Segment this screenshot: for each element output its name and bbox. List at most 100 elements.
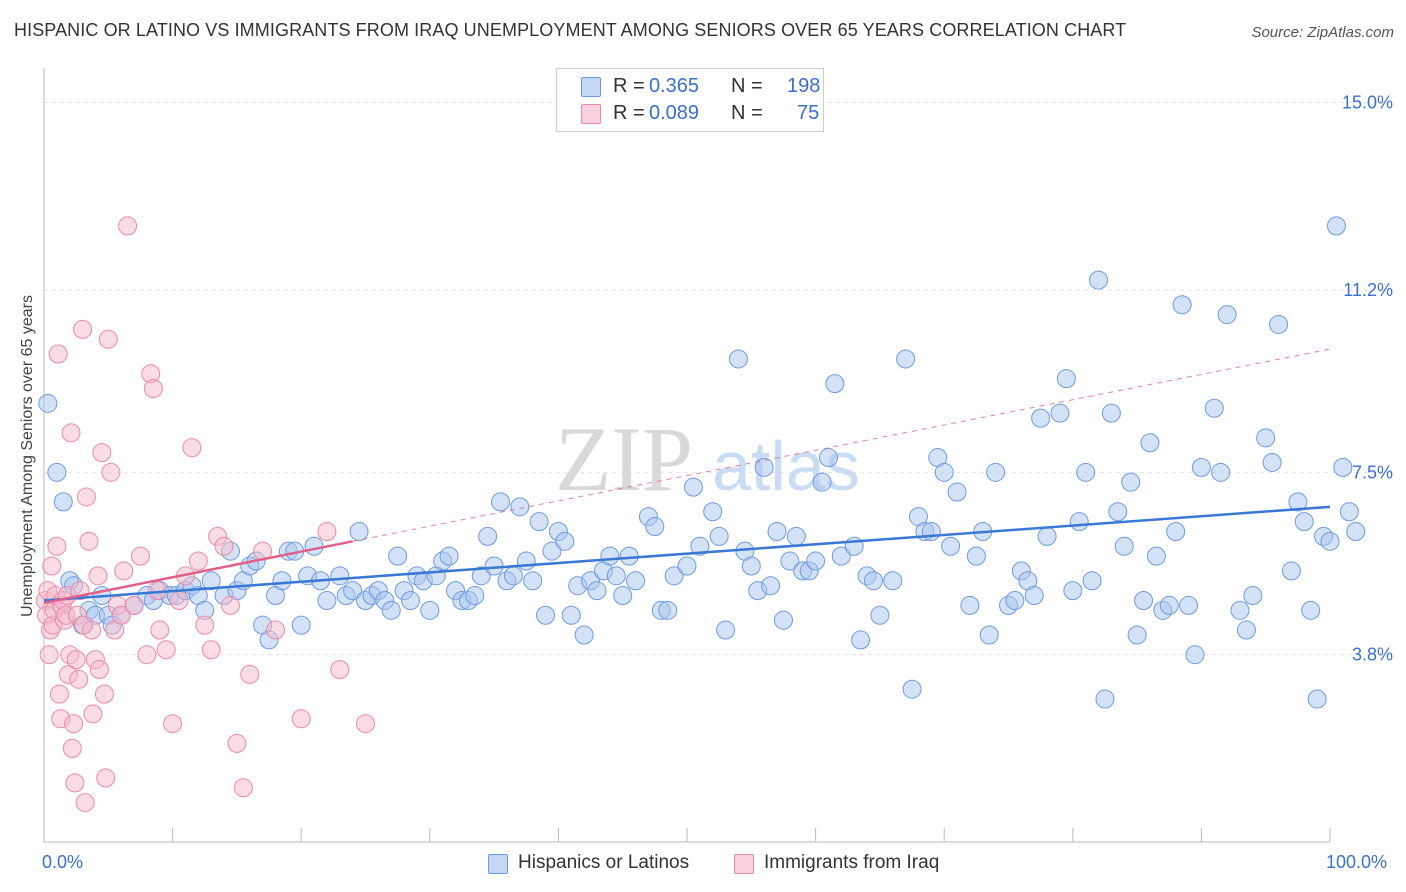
legend-swatch-iraq <box>581 104 601 124</box>
hispanics-point <box>1294 512 1314 532</box>
iraq-point <box>188 551 208 571</box>
watermark: ZIP atlas <box>555 408 860 510</box>
iraq-point <box>233 778 253 798</box>
iraq-point <box>98 329 118 349</box>
iraq-point <box>65 773 85 793</box>
hispanics-point <box>1281 561 1301 581</box>
iraq-point <box>111 605 131 625</box>
hispanics-point <box>1121 472 1141 492</box>
hispanics-point <box>516 551 536 571</box>
hispanics-point <box>1146 546 1166 566</box>
hispanics-point <box>1082 571 1102 591</box>
hispanics-point <box>1005 590 1025 610</box>
iraq-point <box>73 319 93 339</box>
hispanics-point <box>1211 462 1231 482</box>
iraq-point <box>79 531 99 551</box>
hispanics-point <box>709 526 729 546</box>
hispanics-point <box>349 521 369 541</box>
hispanics-point <box>1076 462 1096 482</box>
iraq-point <box>317 521 337 541</box>
hispanics-point <box>658 600 678 620</box>
legend-r-value: 0.365 <box>649 75 700 97</box>
hispanics-point <box>1346 521 1366 541</box>
hispanics-point <box>960 595 980 615</box>
hispanics-point <box>47 462 67 482</box>
iraq-point <box>156 640 176 660</box>
iraq-point <box>169 590 189 610</box>
iraq-point <box>227 733 247 753</box>
legend-n-value: 75 <box>797 102 820 124</box>
hispanics-point <box>1037 526 1057 546</box>
hispanics-point <box>1179 595 1199 615</box>
source-label: Source: ZipAtlas.com <box>1251 24 1394 41</box>
hispanics-point <box>1140 433 1160 453</box>
hispanics-trend-line <box>43 505 1331 602</box>
iraq-point <box>143 379 163 399</box>
hispanics-point <box>921 521 941 541</box>
hispanics-point <box>728 349 748 369</box>
hispanics-point <box>510 497 530 517</box>
hispanics-point <box>1185 645 1205 665</box>
hispanics-point <box>812 472 832 492</box>
bottom-legend-swatch-iraq <box>734 854 754 874</box>
iraq-point <box>96 768 116 788</box>
hispanics-point <box>806 551 826 571</box>
x-tick-max: 100.0% <box>1326 852 1388 872</box>
iraq-point <box>89 659 109 679</box>
iraq-point <box>291 709 311 729</box>
iraq-point <box>47 536 67 556</box>
hispanics-point <box>439 546 459 566</box>
bottom-legend-label-hispanics: Hispanics or Latinos <box>518 852 690 873</box>
hispanics-point <box>555 531 575 551</box>
hispanics-point <box>304 536 324 556</box>
hispanics-point <box>536 605 556 625</box>
iraq-point <box>61 423 81 443</box>
hispanics-point <box>786 526 806 546</box>
hispanics-point <box>1069 512 1089 532</box>
hispanics-point <box>1114 536 1134 556</box>
hispanics-point <box>767 521 787 541</box>
hispanics-point <box>542 541 562 561</box>
legend-n-value: 198 <box>787 75 821 97</box>
iraq-point <box>124 595 144 615</box>
hispanics-point <box>979 625 999 645</box>
legend-r-label: R = <box>613 75 645 97</box>
hispanics-point <box>1217 305 1237 325</box>
hispanics-point <box>716 620 736 640</box>
watermark-atlas: atlas <box>712 427 860 505</box>
hispanics-point <box>883 571 903 591</box>
hispanics-point <box>851 630 871 650</box>
hispanics-point <box>896 349 916 369</box>
hispanics-point <box>53 492 73 512</box>
hispanics-point <box>613 586 633 606</box>
iraq-point <box>182 438 202 458</box>
hispanics-point <box>574 625 594 645</box>
legend-r-value: 0.089 <box>649 102 700 124</box>
hispanics-point <box>1063 581 1083 601</box>
legend-n-label: N = <box>731 75 763 97</box>
y-tick-label: 3.8% <box>1352 645 1393 665</box>
iraq-point <box>94 684 114 704</box>
hispanics-point <box>1269 314 1289 334</box>
hispanics-point <box>600 546 620 566</box>
y-tick-label: 7.5% <box>1352 462 1393 482</box>
iraq-point <box>214 536 234 556</box>
hispanics-point <box>1326 216 1346 236</box>
hispanics-point <box>1108 502 1128 522</box>
iraq-point <box>220 595 240 615</box>
hispanics-point <box>1166 521 1186 541</box>
hispanics-point <box>1050 403 1070 423</box>
legend-swatch-hispanics <box>581 77 601 97</box>
hispanics-point <box>1320 531 1340 551</box>
series-hispanics-points <box>38 216 1366 709</box>
hispanics-point <box>1339 502 1359 522</box>
hispanics-point <box>831 546 851 566</box>
hispanics-point <box>683 477 703 497</box>
series-iraq-points <box>35 216 375 813</box>
iraq-point <box>118 216 138 236</box>
iraq-point <box>69 669 89 689</box>
iraq-point <box>265 620 285 640</box>
iraq-point <box>150 620 170 640</box>
legend-box: R = 0.365 N = 198 R = 0.089 N = 75 <box>556 68 824 132</box>
hispanics-point <box>902 679 922 699</box>
